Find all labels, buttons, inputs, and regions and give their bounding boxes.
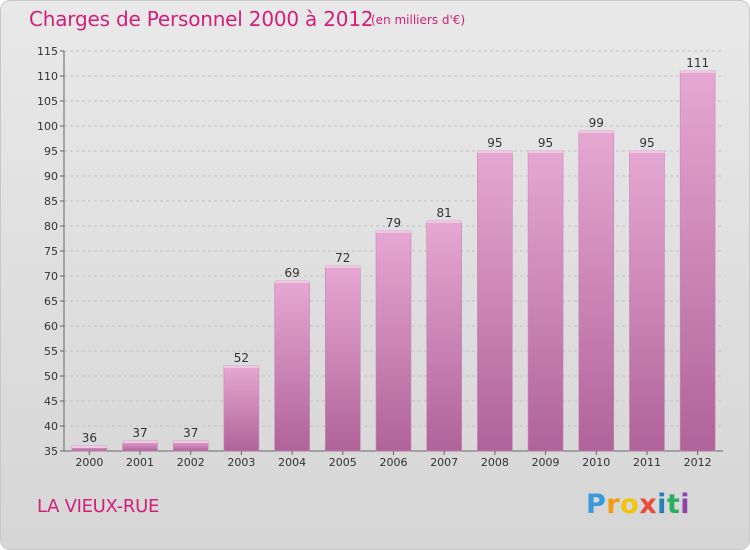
bar bbox=[223, 365, 260, 452]
logo-letter: r bbox=[606, 489, 621, 520]
proxiti-logo: Proxiti bbox=[586, 489, 690, 520]
bar bbox=[477, 150, 513, 452]
data-label: 81 bbox=[437, 206, 452, 220]
y-tick-label: 85 bbox=[44, 195, 58, 208]
y-tick-label: 75 bbox=[44, 245, 58, 258]
x-tick-label: 2007 bbox=[430, 456, 458, 469]
place-name: LA VIEUX-RUE bbox=[37, 496, 160, 517]
data-label: 111 bbox=[686, 56, 709, 70]
bar-top-edge bbox=[426, 221, 462, 223]
x-tick-label: 2012 bbox=[684, 456, 712, 469]
data-label: 37 bbox=[132, 426, 147, 440]
bar-top-edge bbox=[325, 266, 361, 268]
logo-letter: o bbox=[620, 489, 640, 520]
x-tick-label: 2005 bbox=[329, 456, 357, 469]
x-tick-label: 2009 bbox=[532, 456, 560, 469]
bar bbox=[629, 150, 665, 452]
x-tick-label: 2000 bbox=[75, 456, 103, 469]
x-tick-label: 2010 bbox=[582, 456, 610, 469]
data-label: 95 bbox=[639, 136, 654, 150]
y-tick-label: 95 bbox=[44, 145, 58, 158]
logo-letter: t bbox=[666, 489, 681, 520]
y-tick-label: 50 bbox=[44, 370, 58, 383]
y-tick-label: 105 bbox=[37, 95, 58, 108]
y-tick-label: 115 bbox=[37, 45, 58, 58]
bar bbox=[274, 280, 310, 452]
bar-top-edge bbox=[71, 446, 107, 448]
data-label: 72 bbox=[335, 251, 350, 265]
y-tick-label: 40 bbox=[44, 420, 58, 433]
y-tick-label: 55 bbox=[44, 345, 58, 358]
logo-letter: i bbox=[657, 489, 667, 520]
data-label: 37 bbox=[183, 426, 198, 440]
x-tick-label: 2004 bbox=[278, 456, 306, 469]
bar-top-edge bbox=[173, 441, 209, 443]
y-tick-label: 70 bbox=[44, 270, 58, 283]
y-tick-label: 110 bbox=[37, 70, 58, 83]
chart-title: Charges de Personnel 2000 à 2012 bbox=[29, 7, 374, 31]
x-tick-label: 2002 bbox=[177, 456, 205, 469]
bar-top-edge bbox=[274, 281, 310, 283]
data-label: 99 bbox=[589, 116, 604, 130]
bar-top-edge bbox=[629, 151, 665, 153]
unit-note: (en milliers d'€) bbox=[371, 13, 466, 27]
data-label: 95 bbox=[487, 136, 502, 150]
x-tick-label: 2003 bbox=[227, 456, 255, 469]
y-tick-label: 90 bbox=[44, 170, 58, 183]
x-tick-label: 2001 bbox=[126, 456, 154, 469]
data-label: 95 bbox=[538, 136, 553, 150]
y-tick-label: 65 bbox=[44, 295, 58, 308]
logo-letter: i bbox=[680, 489, 691, 520]
bar bbox=[375, 230, 412, 452]
bar-top-edge bbox=[578, 131, 614, 133]
logo-letter: P bbox=[586, 489, 607, 520]
bar-top-edge bbox=[223, 366, 259, 368]
y-tick-label: 60 bbox=[44, 320, 58, 333]
logo-letter: x bbox=[639, 489, 658, 520]
y-tick-label: 35 bbox=[44, 445, 58, 458]
y-tick-label: 45 bbox=[44, 395, 58, 408]
bar bbox=[426, 220, 462, 452]
data-label: 36 bbox=[82, 431, 97, 445]
bar-top-edge bbox=[528, 151, 564, 153]
x-tick-label: 2011 bbox=[633, 456, 661, 469]
bar-top-edge bbox=[477, 151, 513, 153]
y-tick-label: 80 bbox=[44, 220, 58, 233]
data-label: 79 bbox=[386, 216, 401, 230]
x-tick-label: 2008 bbox=[481, 456, 509, 469]
bar bbox=[679, 70, 716, 452]
y-tick-label: 100 bbox=[37, 120, 58, 133]
x-tick-label: 2006 bbox=[380, 456, 408, 469]
bar bbox=[325, 265, 361, 452]
data-label: 52 bbox=[234, 351, 249, 365]
bar-top-edge bbox=[376, 231, 411, 233]
bar-top-edge bbox=[122, 441, 158, 443]
bar bbox=[578, 130, 615, 452]
bar bbox=[527, 150, 564, 452]
bar-top-edge bbox=[680, 71, 716, 73]
data-label: 69 bbox=[284, 266, 299, 280]
